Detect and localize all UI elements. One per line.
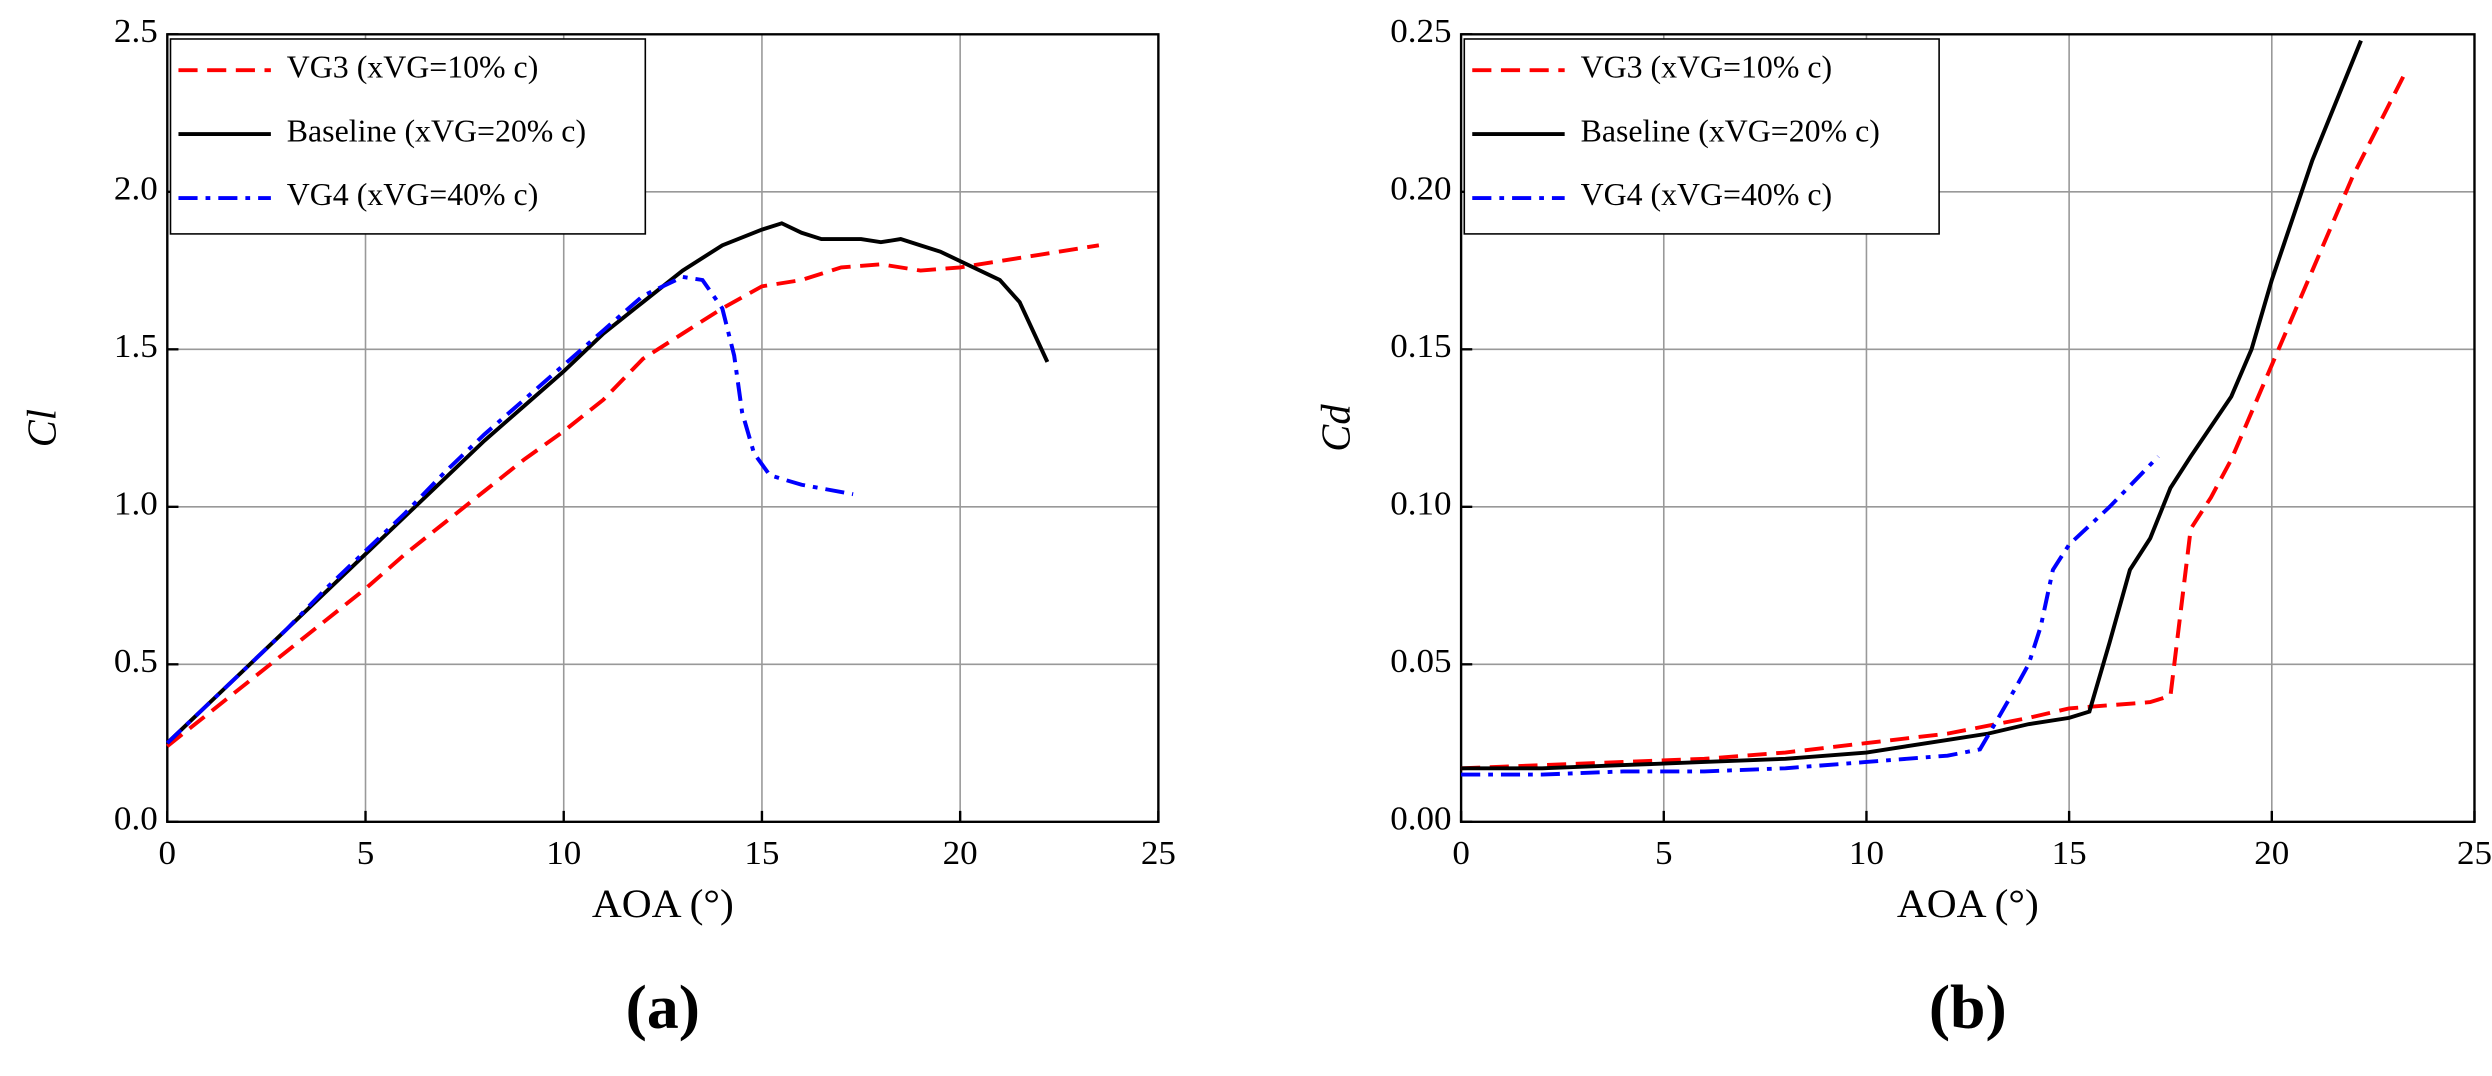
- series-line: [165, 221, 1050, 745]
- x-tick-label: 25: [1141, 833, 1176, 872]
- plot-frame: [166, 33, 1160, 823]
- y-tick-label: 2.0: [114, 169, 158, 208]
- legend-label: VG3 (xVG=10% c): [287, 50, 539, 85]
- legend-label: VG3 (xVG=10% c): [1581, 50, 1833, 85]
- y-tick-label: 0.00: [1390, 799, 1451, 838]
- y-axis-title: Cl: [18, 409, 64, 447]
- x-tick-label: 25: [2457, 833, 2492, 872]
- x-tick-label: 10: [1849, 833, 1884, 872]
- plot-frame: [1459, 33, 2476, 823]
- y-tick-label: 0.20: [1390, 169, 1451, 208]
- series-line: [165, 274, 854, 745]
- legend-label: Baseline (xVG=20% c): [287, 114, 586, 149]
- x-tick-label: 10: [546, 833, 581, 872]
- x-tick-label: 5: [1655, 833, 1673, 872]
- y-tick-label: 1.0: [114, 484, 158, 523]
- chart: 0 5 10 15 20 25 0.0 0.5 1.0 1.5 2.0 2.5 VG3 (xVG=10%…: [18, 12, 1176, 1042]
- x-axis-title: AOA (°): [1897, 880, 2039, 926]
- legend-label: VG4 (xVG=40% c): [1581, 178, 1833, 213]
- y-tick-label: 2.5: [114, 12, 158, 51]
- x-tick-label: 0: [1452, 833, 1470, 872]
- series-line: [166, 243, 1100, 748]
- y-tick-label: 0.15: [1390, 327, 1451, 366]
- legend-label: Baseline (xVG=20% c): [1581, 114, 1880, 149]
- caption: (b): [1929, 973, 2007, 1042]
- y-tick-label: 0.10: [1390, 484, 1451, 523]
- chart: 0 5 10 15 20 25 0.00 0.05 0.10 0.15 0.20 0.25 VG3 (x…: [1312, 12, 2492, 1042]
- y-tick-label: 1.5: [114, 327, 158, 366]
- caption: (a): [626, 973, 700, 1042]
- x-tick-label: 15: [2052, 833, 2087, 872]
- x-tick-label: 0: [159, 833, 177, 872]
- legend-label: VG4 (xVG=40% c): [287, 178, 539, 213]
- y-tick-label: 0.5: [114, 642, 158, 681]
- x-tick-label: 20: [2254, 833, 2289, 872]
- series-line: [1461, 71, 2408, 771]
- series-line: [1461, 455, 2160, 777]
- series-line: [1461, 39, 2363, 771]
- x-tick-label: 5: [357, 833, 375, 872]
- y-tick-label: 0.0: [114, 799, 158, 838]
- x-tick-label: 20: [943, 833, 978, 872]
- y-tick-label: 0.05: [1390, 642, 1451, 681]
- x-tick-label: 15: [744, 833, 779, 872]
- y-axis-title: Cd: [1312, 404, 1358, 452]
- x-axis-title: AOA (°): [592, 880, 734, 926]
- y-tick-label: 0.25: [1390, 12, 1451, 51]
